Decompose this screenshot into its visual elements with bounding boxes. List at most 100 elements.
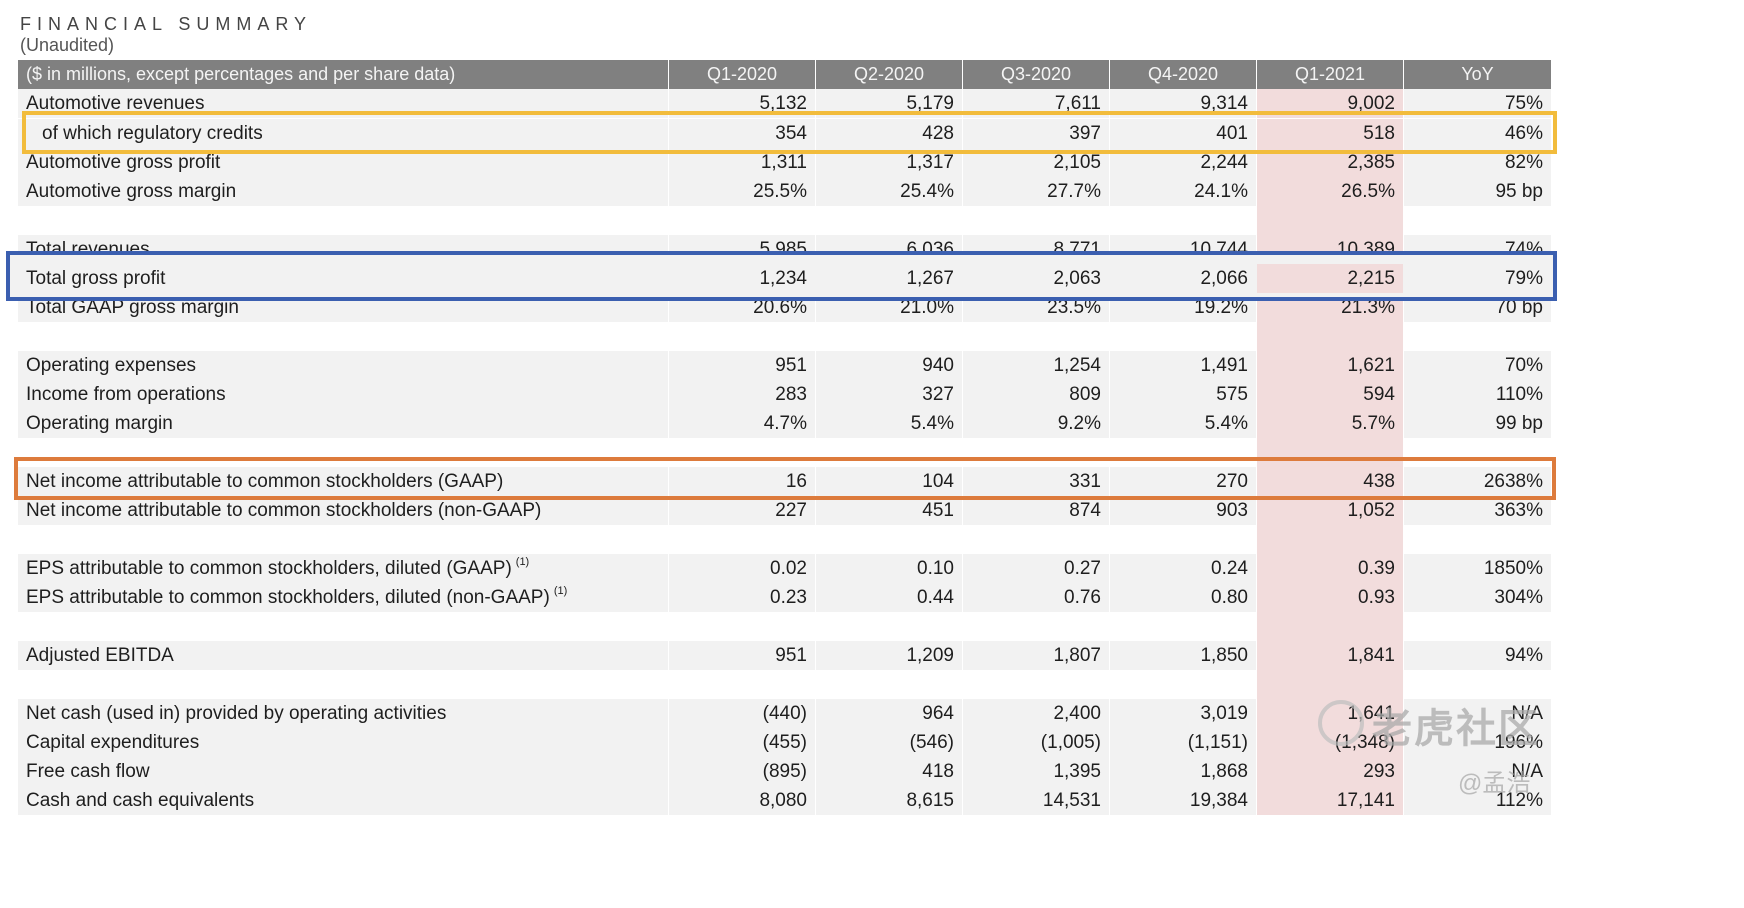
header-col-q1-2020: Q1-2020	[669, 60, 815, 89]
cell-value: 1850%	[1404, 554, 1551, 583]
cell-value: 2638%	[1404, 467, 1551, 496]
cell-value: 46%	[1404, 119, 1551, 148]
table-row: Net income attributable to common stockh…	[18, 496, 1551, 525]
cell-value: 104	[816, 467, 962, 496]
row-label: Cash and cash equivalents	[18, 786, 668, 815]
cell-value: 903	[1110, 496, 1256, 525]
cell-value: 1,621	[1257, 351, 1403, 380]
header-col-q3-2020: Q3-2020	[963, 60, 1109, 89]
cell-value: 9.2%	[963, 409, 1109, 438]
table-row: Automotive revenues 5,132 5,179 7,611 9,…	[18, 89, 1551, 118]
cell-value: 8,080	[669, 786, 815, 815]
cell-value: 1,317	[816, 148, 962, 177]
cell-value: 575	[1110, 380, 1256, 409]
report-subtitle: (Unaudited)	[20, 35, 115, 55]
row-label: Capital expenditures	[18, 728, 668, 757]
cell-value: 874	[963, 496, 1109, 525]
cell-value: 809	[963, 380, 1109, 409]
footnote-marker: (1)	[553, 585, 568, 597]
cell-value: 0.10	[816, 554, 962, 583]
cell-value: 1,254	[963, 351, 1109, 380]
row-label: Operating margin	[18, 409, 668, 438]
cell-value: 10,744	[1110, 235, 1256, 264]
cell-value: 1,850	[1110, 641, 1256, 670]
cell-value: (1,151)	[1110, 728, 1256, 757]
total-gross-profit-overlay: Total gross profit 1,234 1,267 2,063 2,0…	[18, 264, 1551, 293]
cell-value: 99 bp	[1404, 409, 1551, 438]
cell-value: 2,063	[1053, 268, 1101, 289]
cell-value: 82%	[1404, 148, 1551, 177]
cell-value: 1,234	[759, 268, 807, 289]
cell-value: 1,491	[1110, 351, 1256, 380]
table-row: Total GAAP gross margin 20.6% 21.0% 23.5…	[18, 293, 1551, 322]
cell-value: (455)	[669, 728, 815, 757]
cell-value: 25.4%	[816, 177, 962, 206]
cell-value: 17,141	[1257, 786, 1403, 815]
cell-value: 270	[1110, 467, 1256, 496]
row-label: Total revenues	[18, 235, 668, 264]
cell-value: 2,400	[963, 699, 1109, 728]
cell-value: 21.0%	[816, 293, 962, 322]
cell-value: 304%	[1404, 583, 1551, 612]
row-label: Automotive gross profit	[18, 148, 668, 177]
cell-value: 0.27	[963, 554, 1109, 583]
cell-value: (546)	[816, 728, 962, 757]
cell-value: 428	[816, 119, 962, 148]
cell-value: 112%	[1404, 786, 1551, 815]
table-row: Adjusted EBITDA 951 1,209 1,807 1,850 1,…	[18, 641, 1551, 670]
row-label: EPS attributable to common stockholders,…	[18, 554, 668, 583]
cell-value: 418	[816, 757, 962, 786]
footnote-marker: (1)	[515, 556, 530, 568]
cell-value: 19.2%	[1110, 293, 1256, 322]
cell-value: 16	[669, 467, 815, 496]
cell-value: N/A	[1404, 699, 1551, 728]
cell-value: 196%	[1404, 728, 1551, 757]
table-row: of which regulatory credits 354 428 397 …	[18, 119, 1551, 148]
cell-value: 518	[1257, 119, 1403, 148]
table-row: Total revenues 5,985 6,036 8,771 10,744 …	[18, 235, 1551, 264]
table-row: Net cash (used in) provided by operating…	[18, 699, 1551, 728]
report-title: FINANCIAL SUMMARY	[20, 14, 313, 34]
cell-value: 1,052	[1257, 496, 1403, 525]
cell-value: 438	[1257, 467, 1403, 496]
cell-value: 20.6%	[669, 293, 815, 322]
cell-value: 363%	[1404, 496, 1551, 525]
cell-value: (895)	[669, 757, 815, 786]
header-col-q4-2020: Q4-2020	[1110, 60, 1256, 89]
cell-value: 594	[1257, 380, 1403, 409]
cell-value: 3,019	[1110, 699, 1256, 728]
row-label: Total gross profit	[26, 268, 166, 289]
cell-value: 2,105	[963, 148, 1109, 177]
cell-value: 5,132	[669, 89, 815, 118]
table-row: Capital expenditures (455) (546) (1,005)…	[18, 728, 1551, 757]
cell-value: 8,615	[816, 786, 962, 815]
cell-value: 1,807	[963, 641, 1109, 670]
highlight-gap	[1257, 670, 1403, 700]
row-label: Adjusted EBITDA	[18, 641, 668, 670]
row-label: Automotive gross margin	[18, 177, 668, 206]
cell-value: 951	[669, 641, 815, 670]
cell-value: 5.7%	[1257, 409, 1403, 438]
highlight-gap	[1257, 206, 1403, 236]
cell-value: 24.1%	[1110, 177, 1256, 206]
row-label-text: EPS attributable to common stockholders,…	[26, 587, 550, 608]
cell-value: 0.44	[816, 583, 962, 612]
cell-value: 14,531	[963, 786, 1109, 815]
table-row: Automotive gross margin 25.5% 25.4% 27.7…	[18, 177, 1551, 206]
cell-value: 2,385	[1257, 148, 1403, 177]
cell-value: 19,384	[1110, 786, 1256, 815]
cell-value: 940	[816, 351, 962, 380]
cell-value: 5.4%	[1110, 409, 1256, 438]
table-row: Operating margin 4.7% 5.4% 9.2% 5.4% 5.7…	[18, 409, 1551, 438]
row-label: Net income attributable to common stockh…	[18, 496, 668, 525]
cell-value: 2,066	[1200, 268, 1248, 289]
cell-value: 74%	[1404, 235, 1551, 264]
cell-value: 0.76	[963, 583, 1109, 612]
highlight-gap	[1257, 612, 1403, 642]
cell-value: 2,244	[1110, 148, 1256, 177]
cell-value: 110%	[1404, 380, 1551, 409]
cell-value: 21.3%	[1257, 293, 1403, 322]
cell-value: 4.7%	[669, 409, 815, 438]
cell-value: 331	[963, 467, 1109, 496]
cell-value: 1,267	[906, 268, 954, 289]
